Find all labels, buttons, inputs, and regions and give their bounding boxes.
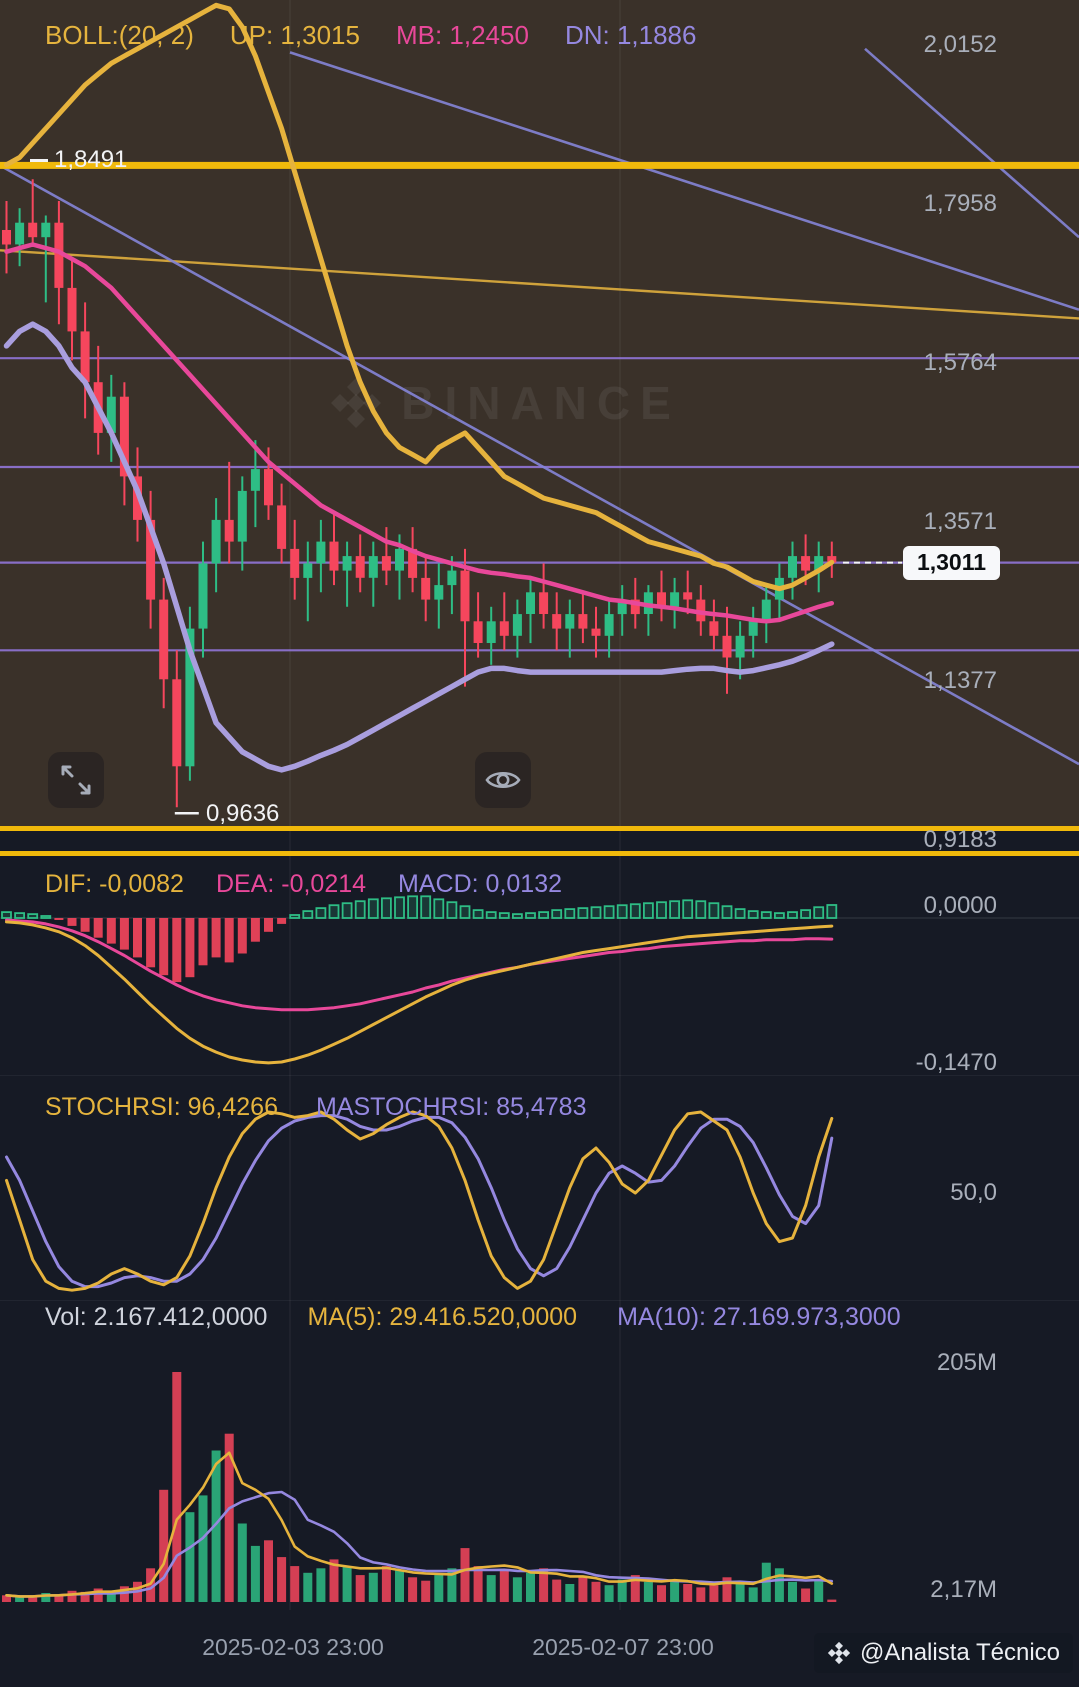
macd-value: MACD: 0,0132 <box>398 870 563 898</box>
macd-header[interactable]: DIF: -0,0082 DEA: -0,0214 MACD: 0,0132 <box>45 870 562 899</box>
y-axis-label: 0,0000 <box>923 892 997 919</box>
macd-dif-value: DIF: -0,0082 <box>45 870 184 898</box>
credit-watermark: @Analista Técnico <box>813 1633 1073 1673</box>
level-price-label: 1,8491 <box>54 146 128 173</box>
boll-params-label[interactable]: BOLL:(20, 2) <box>45 20 194 50</box>
credit-text: @Analista Técnico <box>859 1639 1060 1666</box>
y-axis-label: 2,0152 <box>923 31 997 58</box>
binance-watermark: BINANCE <box>0 376 1010 430</box>
boll-dn-value: DN: 1,1886 <box>564 20 697 50</box>
credit-logo-icon <box>827 1641 851 1665</box>
boll-up-value: UP: 1,3015 <box>229 20 360 50</box>
y-axis-label: 205M <box>936 1348 997 1376</box>
toggle-visibility-button[interactable] <box>475 752 531 808</box>
macd-dea-value: DEA: -0,0214 <box>215 870 367 898</box>
price-level-annotation[interactable]: 1,8491 <box>30 146 127 174</box>
time-axis-label-1: 2025-02-03 23:00 <box>202 1634 384 1660</box>
y-axis-label: 1,3571 <box>923 507 997 535</box>
binance-watermark-text: BINANCE <box>401 377 681 429</box>
y-axis-label: 0,9183 <box>923 826 997 853</box>
boll-mb-value: MB: 1,2450 <box>395 20 529 50</box>
y-axis-label: 50,0 <box>950 1179 997 1206</box>
volume-ma10-value: MA(10): 27.169.973,3000 <box>617 1303 901 1331</box>
y-axis-label: -0,1470 <box>915 1048 997 1076</box>
stochrsi-header[interactable]: STOCHRSI: 96,4266 MASTOCHRSI: 85,4783 <box>45 1093 586 1122</box>
stochrsi-k-value: STOCHRSI: 96,4266 <box>45 1093 278 1121</box>
volume-ma5-value: MA(5): 29.416.520,0000 <box>307 1303 578 1331</box>
time-axis-label-2: 2025-02-07 23:00 <box>532 1634 714 1660</box>
stochrsi-d-value: MASTOCHRSI: 85,4783 <box>315 1093 587 1121</box>
eye-icon <box>485 771 521 789</box>
current-price-tag: 1,3011 <box>903 545 1000 580</box>
y-axis-label: 1,5764 <box>923 349 997 377</box>
level-line-dash <box>30 158 48 162</box>
volume-header[interactable]: Vol: 2.167.412,0000 MA(5): 29.416.520,00… <box>45 1303 901 1332</box>
y-axis-label: 2,17M <box>930 1575 997 1603</box>
y-axis-label: 1,7958 <box>923 190 997 217</box>
volume-value: Vol: 2.167.412,0000 <box>45 1303 268 1331</box>
boll-header[interactable]: BOLL:(20, 2) UP: 1,3015 MB: 1,2450 DN: 1… <box>45 20 696 51</box>
low-price-label: 0,9636 <box>206 800 280 827</box>
y-axis-label: 1,1377 <box>923 666 997 694</box>
fullscreen-button[interactable] <box>48 752 104 808</box>
expand-arrows-icon <box>61 765 91 795</box>
